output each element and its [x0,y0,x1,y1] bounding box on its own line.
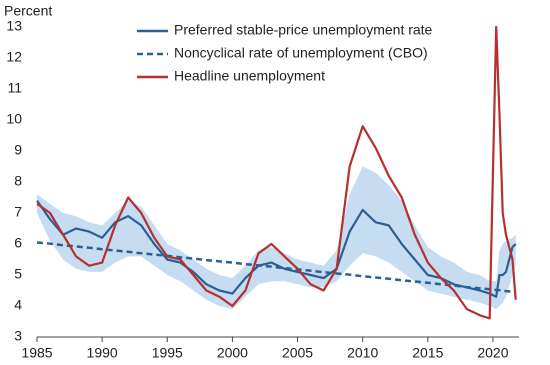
legend-label: Preferred stable-price unemployment rate [174,22,433,38]
legend-label: Noncyclical rate of unemployment (CBO) [174,45,428,61]
x-tick-label: 2000 [217,345,248,361]
x-tick-label: 1985 [21,345,52,361]
y-tick-label: 4 [14,297,22,313]
x-tick-label: 2005 [282,345,313,361]
y-tick-label: 9 [14,142,22,158]
x-tick-label: 1995 [152,345,183,361]
x-tick-label: 2010 [347,345,378,361]
y-axis-label: Percent [4,3,52,19]
legend-label: Headline unemployment [174,68,325,84]
y-tick-label: 11 [7,80,22,96]
y-tick-label: 7 [14,204,22,220]
x-tick-label: 2020 [477,345,508,361]
y-tick-label: 12 [6,49,22,65]
series-line [36,25,517,320]
y-tick-label: 6 [14,235,22,251]
series-line [36,199,517,298]
y-tick-label: 10 [6,111,22,127]
x-tick-label: 1990 [87,345,118,361]
y-tick-label: 5 [14,266,22,282]
x-tick-label: 2015 [412,345,443,361]
y-tick-label: 3 [14,328,22,344]
y-tick-label: 8 [14,173,22,189]
y-tick-label: 13 [6,18,22,34]
range-band [37,166,516,310]
